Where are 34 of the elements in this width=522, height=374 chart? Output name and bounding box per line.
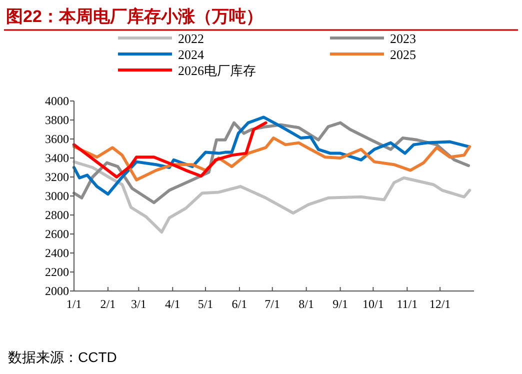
y-tick-label: 2400 [45, 246, 69, 260]
x-tick-label: 11/1 [396, 297, 418, 311]
y-tick-label: 3800 [45, 113, 69, 127]
y-tick-label: 3200 [45, 170, 69, 184]
legend-label: 2023 [390, 31, 416, 46]
legend-label: 2025 [390, 47, 416, 62]
y-tick-label: 2600 [45, 227, 69, 241]
y-tick-label: 3600 [45, 132, 69, 146]
x-tick-label: 10/1 [362, 297, 384, 311]
legend-label: 2022 [178, 31, 204, 46]
y-tick-label: 2200 [45, 265, 69, 279]
y-tick-label: 2000 [45, 284, 69, 298]
y-tick-label: 2800 [45, 208, 69, 222]
x-tick-label: 2/1 [100, 297, 116, 311]
x-tick-label: 8/1 [298, 297, 314, 311]
chart-title: 图22：本周电厂库存小涨（万吨） [6, 7, 263, 26]
legend-label: 2024 [178, 47, 204, 62]
x-tick-label: 3/1 [130, 297, 146, 311]
y-tick-label: 4000 [45, 94, 69, 108]
x-tick-label: 12/1 [429, 297, 451, 311]
x-tick-label: 7/1 [264, 297, 280, 311]
y-tick-label: 3400 [45, 151, 69, 165]
line-series [72, 136, 472, 182]
line-series [72, 121, 268, 178]
y-tick-label: 3000 [45, 189, 69, 203]
x-tick-label: 1/1 [66, 297, 82, 311]
x-tick-label: 4/1 [164, 297, 180, 311]
x-tick-label: 9/1 [332, 297, 348, 311]
line-series [72, 160, 472, 234]
x-tick-label: 5/1 [198, 297, 214, 311]
x-tick-label: 6/1 [232, 297, 248, 311]
source-note: 数据来源：CCTD [8, 349, 117, 365]
line-series [72, 116, 470, 196]
legend-label: 2026电厂库存 [178, 63, 256, 78]
